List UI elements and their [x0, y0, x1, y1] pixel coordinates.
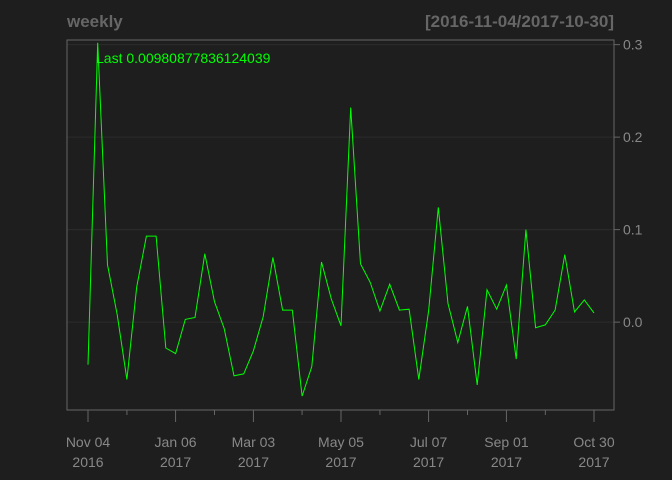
x-tick-label: Oct 30 — [573, 434, 614, 450]
chart-title: weekly — [66, 12, 123, 31]
x-tick-label: Nov 04 — [66, 434, 111, 450]
x-tick-year-label: 2017 — [578, 454, 609, 470]
x-tick-year-label: 2017 — [238, 454, 269, 470]
x-tick-year-label: 2016 — [72, 454, 103, 470]
x-tick-year-label: 2017 — [325, 454, 356, 470]
series-line — [87, 42, 595, 397]
x-tick-label: Jan 06 — [155, 434, 197, 450]
last-value-label: Last 0.00980877836124039 — [96, 50, 271, 66]
x-tick-year-label: 2017 — [160, 454, 191, 470]
y-axis: 0.0 0.1 0.2 0.3 — [614, 37, 643, 330]
x-tick-year-label: 2017 — [491, 454, 522, 470]
x-tick-label: Mar 03 — [232, 434, 276, 450]
y-tick-label: 0.1 — [623, 222, 643, 238]
gridlines — [67, 44, 614, 323]
x-tick-label: Sep 01 — [484, 434, 529, 450]
plot-frame — [66, 39, 615, 411]
y-tick-label: 0.0 — [623, 314, 643, 330]
date-range-label: [2016-11-04/2017-10-30] — [425, 12, 614, 31]
y-tick-label: 0.3 — [623, 37, 643, 53]
x-axis: Nov 04 2016 Jan 06 2017 Mar 03 2017 May 05 2017… — [66, 409, 615, 470]
x-tick-label: May 05 — [318, 434, 364, 450]
x-tick-label: Jul 07 — [410, 434, 448, 450]
y-tick-label: 0.2 — [623, 129, 643, 145]
x-tick-year-label: 2017 — [413, 454, 444, 470]
